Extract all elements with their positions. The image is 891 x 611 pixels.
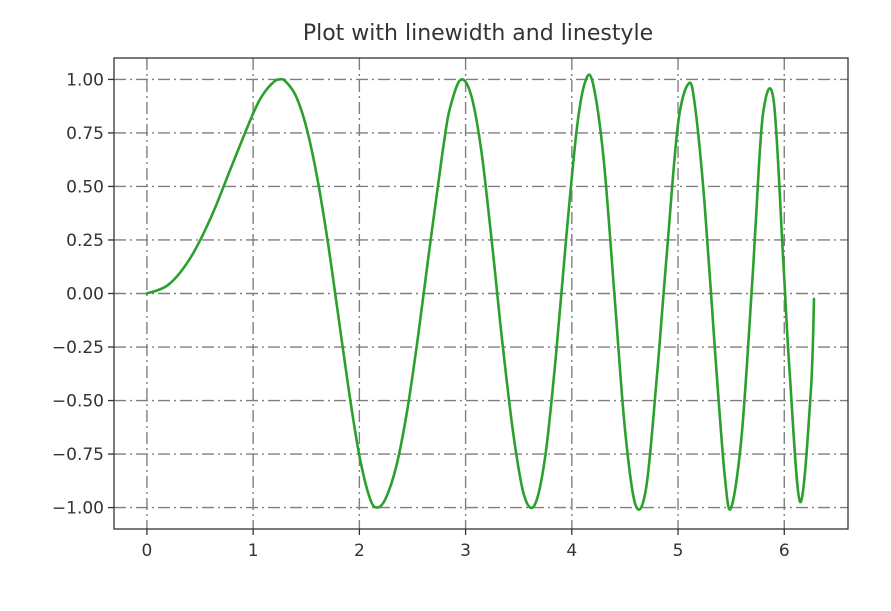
chart-title: Plot with linewidth and linestyle (303, 21, 653, 46)
x-tick-label: 6 (779, 541, 790, 561)
x-tick-label: 1 (248, 541, 259, 561)
y-tick-label: 0.00 (66, 285, 104, 305)
y-tick-label: 0.50 (66, 177, 104, 197)
x-tick-label: 5 (673, 541, 684, 561)
y-tick-label: −1.00 (52, 499, 104, 519)
y-tick-labels: 1.00 0.75 0.50 0.25 0.00 −0.25 −0.50 −0.75 −1.00 (52, 70, 104, 518)
y-tick-label: 0.25 (66, 231, 104, 251)
series-layer (145, 73, 816, 511)
y-tick-label: −0.75 (52, 445, 104, 465)
x-tick-label: 2 (354, 541, 365, 561)
x-tick-label: 3 (460, 541, 471, 561)
y-tick-label: 0.75 (66, 124, 104, 144)
tick-marks (108, 78, 785, 535)
x-tick-label: 4 (566, 541, 577, 561)
y-tick-label: −0.25 (52, 338, 104, 358)
series-line (145, 73, 816, 511)
y-tick-label: −0.50 (52, 392, 104, 412)
x-tick-label: 0 (142, 541, 153, 561)
x-tick-labels: 0 1 2 3 4 5 6 (142, 541, 790, 561)
y-tick-label: 1.00 (66, 70, 104, 90)
grid-lines (114, 58, 848, 529)
